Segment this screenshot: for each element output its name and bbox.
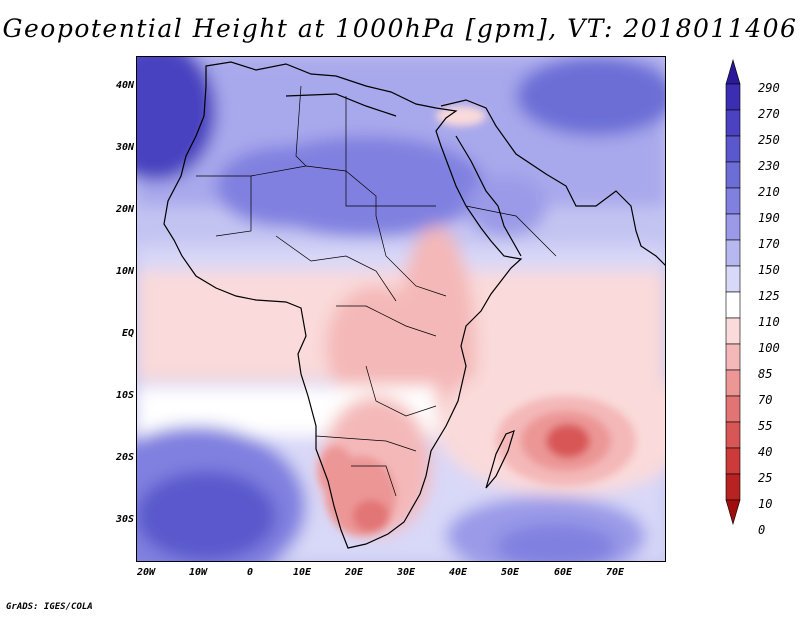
colorbar-label-110: 110 (758, 315, 780, 329)
lat-label-40n: 40N (115, 80, 134, 91)
colorbar-label-125: 125 (758, 289, 780, 303)
border-11 (465, 205, 557, 257)
red-sea-coast (455, 135, 522, 257)
colorbar-cell-190 (725, 187, 741, 215)
colorbar-cells (725, 58, 741, 526)
lat-label-30n: 30N (115, 142, 134, 153)
lat-label-10n: 10N (115, 266, 134, 277)
border-1 (196, 175, 252, 237)
asia-high (516, 56, 666, 136)
colorbar-cell-125 (725, 265, 741, 293)
low-cores (318, 106, 636, 536)
indian-ocean-high-core (496, 524, 616, 562)
borders (196, 85, 557, 497)
border-5 (275, 235, 397, 302)
atlantic-high-core (136, 56, 216, 181)
southern-africa-low-core (353, 500, 389, 532)
lon-label-20e: 20E (344, 567, 364, 578)
mediterranean-low (436, 106, 486, 126)
colorbar-label-170: 170 (758, 237, 780, 251)
border-9 (315, 435, 417, 452)
border-7 (336, 305, 437, 337)
lon-label-50e: 50E (500, 567, 520, 578)
kalahari-low (318, 446, 354, 496)
lat-label-20s: 20S (115, 452, 134, 463)
colorbar-cell-250 (725, 109, 741, 137)
colorbar-arrow-top (725, 58, 741, 85)
colorbar-cell-230 (725, 135, 741, 163)
map-frame (136, 56, 666, 562)
credit-text: GrADS: IGES/COLA (6, 602, 93, 612)
coastlines (163, 61, 666, 549)
colorbar-label-100: 100 (758, 341, 780, 355)
colorbar-label-290: 290 (758, 81, 780, 95)
colorbar-label-70: 70 (758, 393, 773, 407)
border-3 (345, 96, 436, 207)
border-4 (295, 85, 307, 167)
lon-label-40e: 40E (448, 567, 468, 578)
colorbar-label-85: 85 (758, 367, 773, 381)
colorbar-label-210: 210 (758, 185, 780, 199)
colorbar (725, 58, 741, 526)
colorbar-label-40: 40 (758, 445, 773, 459)
colorbar-cell-85 (725, 343, 741, 371)
colorbar-label-250: 250 (758, 133, 780, 147)
colorbar-cell-70 (725, 369, 741, 397)
lon-label-30e: 30E (396, 567, 416, 578)
colorbar-cell-150 (725, 239, 741, 267)
colorbar-cell-100 (725, 317, 741, 345)
colorbar-label-0: 0 (758, 523, 766, 537)
colorbar-label-190: 190 (758, 211, 780, 225)
map-panel (136, 56, 666, 562)
south-atlantic-high-core (136, 471, 276, 561)
madagascar-coast (485, 430, 515, 489)
lat-label-20n: 20N (115, 204, 134, 215)
colorbar-arrow-bottom (725, 499, 741, 526)
colorbar-label-55: 55 (758, 419, 773, 433)
colorbar-cell-270 (725, 83, 741, 111)
lon-label-70e: 70E (605, 567, 625, 578)
lon-label-10w: 10W (188, 567, 208, 578)
geopotential-map (136, 56, 666, 562)
mediterranean-coast (285, 93, 397, 117)
colorbar-cell-110 (725, 291, 741, 319)
lon-label-20w: 20W (136, 567, 156, 578)
colorbar-label-270: 270 (758, 107, 780, 121)
lat-label-10s: 10S (115, 390, 134, 401)
arabia-india-coast (440, 99, 666, 267)
west-sahara-high (216, 146, 356, 226)
lon-label-60e: 60E (553, 567, 573, 578)
border-10 (351, 465, 397, 497)
lon-label-0: 0 (246, 567, 254, 578)
congo-low (326, 286, 426, 406)
colorbar-cell-170 (725, 213, 741, 241)
border-6 (375, 215, 447, 297)
lat-label-eq: EQ (121, 328, 134, 339)
colorbar-label-10: 10 (758, 497, 773, 511)
height-field (136, 56, 666, 562)
colorbar-cell-40 (725, 421, 741, 449)
lon-label-10e: 10E (292, 567, 312, 578)
colorbar-label-230: 230 (758, 159, 780, 173)
colorbar-cell-210 (725, 161, 741, 189)
chart-title: Geopotential Height at 1000hPa [gpm], VT… (2, 14, 798, 43)
border-8 (365, 365, 437, 417)
africa-coast (163, 61, 523, 549)
lat-label-30s: 30S (115, 514, 134, 525)
colorbar-label-150: 150 (758, 263, 780, 277)
madagascar-low-core (546, 424, 590, 458)
colorbar-cell-55 (725, 395, 741, 423)
colorbar-cell-10 (725, 473, 741, 501)
arabia-high (466, 176, 546, 236)
colorbar-cell-25 (725, 447, 741, 475)
colorbar-label-25: 25 (758, 471, 773, 485)
